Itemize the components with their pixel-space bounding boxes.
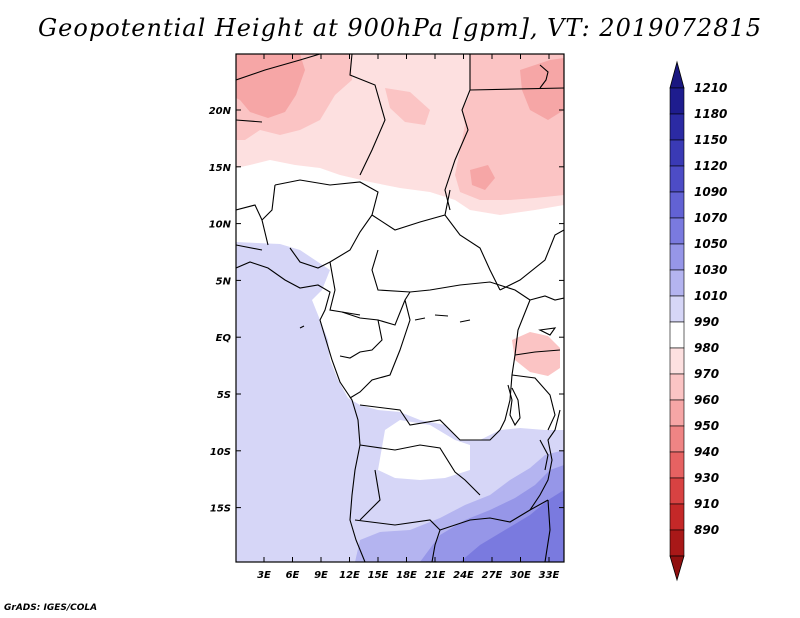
- colorbar-label: 990: [694, 315, 719, 329]
- map-frame: [235, 53, 565, 563]
- colorbar-swatch: [669, 321, 685, 349]
- contour-970-lakes: [512, 332, 560, 376]
- colorbar-label: 960: [694, 393, 719, 407]
- lat-label: 10N: [209, 220, 232, 231]
- latitude-axis: 20N 15N 10N 5N EQ 5S 10S 15S: [209, 106, 564, 515]
- colorbar-label: 910: [694, 497, 719, 511]
- lat-label: 5S: [217, 390, 231, 401]
- contour-960-mid: [470, 165, 495, 190]
- lon-label: 27E: [482, 570, 503, 581]
- colorbar-label: 980: [694, 341, 719, 355]
- lat-label: 15N: [209, 163, 232, 174]
- height-field: [236, 54, 564, 562]
- longitude-axis: 3E 6E 9E 12E 15E 18E 21E 24E 27E 30E 33E: [257, 54, 560, 581]
- colorbar-swatch: [669, 191, 685, 219]
- lat-label: 15S: [210, 504, 231, 515]
- colorbar-swatch: [669, 373, 685, 401]
- colorbar-legend: 1210 1180 1150 1120 1090 1070 1050 1030 1010 990 9…: [669, 60, 727, 582]
- contour-960-nw: [236, 54, 305, 118]
- contour-990-island: [378, 420, 470, 480]
- colorbar-label: 1050: [694, 237, 727, 251]
- colorbar-swatch: [669, 165, 685, 193]
- colorbar-swatch: [669, 87, 685, 115]
- lon-label: 12E: [339, 570, 360, 581]
- colorbar-swatch: [669, 503, 685, 531]
- credit-label: GrADS: IGES/COLA: [4, 603, 98, 613]
- colorbar-label: 890: [694, 523, 719, 537]
- colorbar-label: 1150: [694, 133, 727, 147]
- colorbar-label: 930: [694, 471, 719, 485]
- colorbar-swatch: [669, 269, 685, 297]
- colorbar-label: 1210: [694, 81, 727, 95]
- boundaries: [236, 54, 564, 562]
- colorbar-swatch: [669, 295, 685, 323]
- lon-label: 3E: [257, 570, 271, 581]
- colorbar-label: 1010: [694, 289, 727, 303]
- colorbar-swatch: [669, 113, 685, 141]
- lat-label: 10S: [210, 447, 231, 458]
- colorbar-label: 1120: [694, 159, 727, 173]
- lat-label: 20N: [209, 106, 232, 117]
- colorbar-label: 1180: [694, 107, 727, 121]
- colorbar-swatch: [669, 399, 685, 427]
- colorbar-swatch: [669, 477, 685, 505]
- colorbar-label: 1030: [694, 263, 727, 277]
- colorbar-swatch: [669, 425, 685, 453]
- colorbar-swatch: [669, 529, 685, 557]
- lon-label: 18E: [396, 570, 417, 581]
- lat-label: EQ: [216, 333, 232, 344]
- chart-title: Geopotential Height at 900hPa [gpm], VT:…: [38, 14, 762, 42]
- colorbar-label: 1090: [694, 185, 727, 199]
- colorbar-top-arrow: [669, 60, 685, 89]
- contour-1010-west: [236, 242, 564, 562]
- lon-label: 21E: [425, 570, 446, 581]
- lon-label: 6E: [286, 570, 300, 581]
- lon-label: 30E: [510, 570, 531, 581]
- contour-970-mid: [385, 88, 430, 125]
- colorbar-label: 1070: [694, 211, 727, 225]
- colorbar-swatch: [669, 243, 685, 271]
- lon-label: 9E: [314, 570, 328, 581]
- lon-label: 24E: [453, 570, 474, 581]
- colorbar-label: 970: [694, 367, 719, 381]
- colorbar-label: 950: [694, 419, 719, 433]
- colorbar-bottom-arrow: [669, 555, 685, 582]
- colorbar-label: 940: [694, 445, 719, 459]
- colorbar-swatch: [669, 451, 685, 479]
- lat-label: 5N: [216, 276, 232, 287]
- colorbar-swatch: [669, 139, 685, 167]
- contour-1070-south: [460, 490, 564, 562]
- lon-label: 15E: [368, 570, 389, 581]
- colorbar-swatch: [669, 217, 685, 245]
- lon-label: 33E: [539, 570, 560, 581]
- colorbar-swatch: [669, 347, 685, 375]
